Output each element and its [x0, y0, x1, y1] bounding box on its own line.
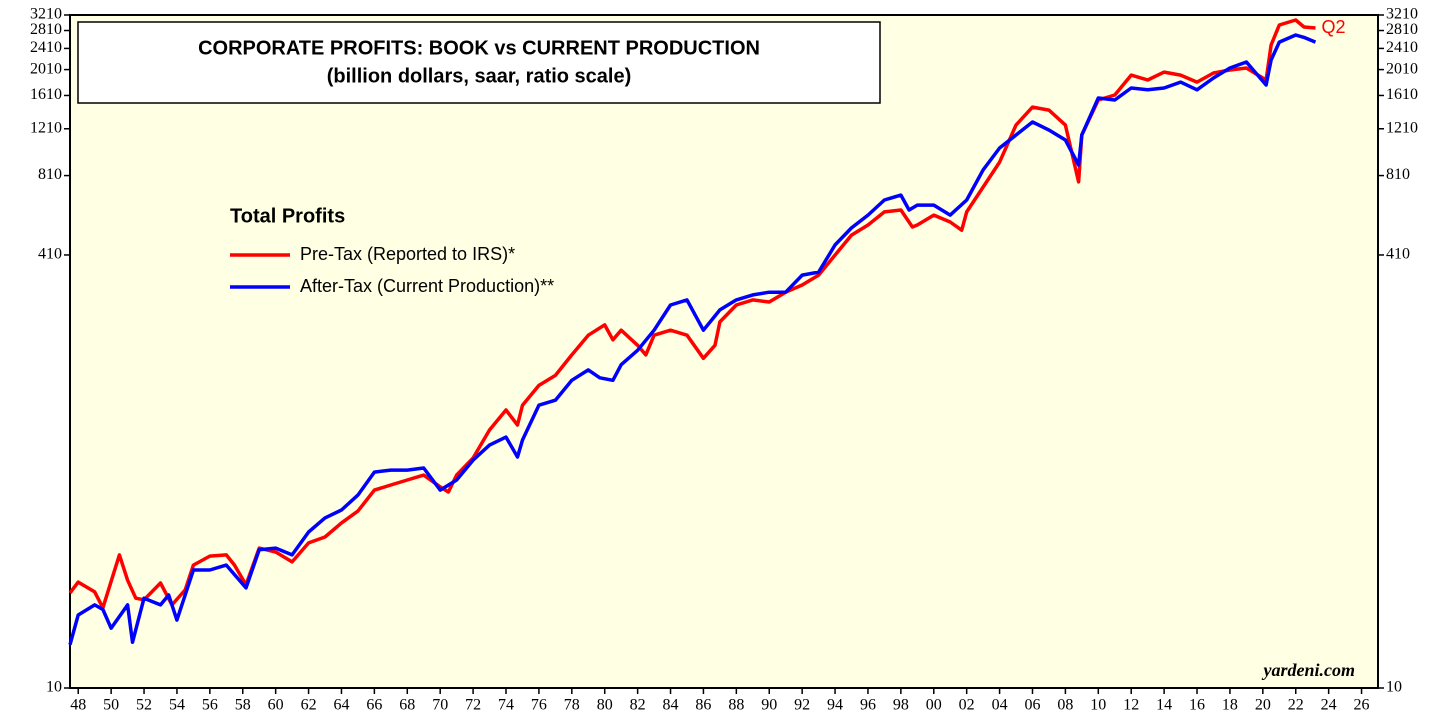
series-line — [68, 33, 1317, 646]
y2-tick-label: 1210 — [1386, 119, 1418, 136]
x-tick-label: 20 — [1255, 697, 1271, 714]
y2-tick-label: 1610 — [1386, 86, 1418, 103]
y2-tick-label: 2810 — [1386, 21, 1418, 38]
x-tick-label: 74 — [498, 697, 514, 714]
x-tick-label: 50 — [103, 697, 119, 714]
x-tick-label: 70 — [432, 697, 448, 714]
legend-title: Total Profits — [230, 205, 345, 227]
x-tick-label: 24 — [1321, 697, 1337, 714]
y2-tick-label: 3210 — [1386, 6, 1418, 23]
y-tick-label: 1210 — [30, 119, 62, 136]
x-tick-label: 64 — [333, 697, 349, 714]
y2-tick-label: 2010 — [1386, 60, 1418, 77]
x-tick-label: 86 — [695, 697, 711, 714]
x-tick-label: 72 — [465, 697, 481, 714]
title-box — [77, 21, 881, 104]
x-tick-label: 94 — [827, 697, 843, 714]
y-tick-label: 410 — [38, 246, 62, 263]
x-tick-label: 78 — [564, 697, 580, 714]
chart-title: CORPORATE PROFITS: BOOK vs CURRENT PRODU… — [198, 37, 760, 59]
x-tick-label: 54 — [169, 697, 185, 714]
y2-tick-label: 2410 — [1386, 39, 1418, 56]
x-tick-label: 02 — [959, 697, 975, 714]
x-tick-label: 56 — [202, 697, 218, 714]
x-tick-label: 88 — [728, 697, 744, 714]
x-tick-label: 18 — [1222, 697, 1238, 714]
x-tick-label: 92 — [794, 697, 810, 714]
y2-tick-label: 810 — [1386, 166, 1410, 183]
x-tick-label: 14 — [1156, 697, 1172, 714]
y-tick-label: 2810 — [30, 21, 62, 38]
x-tick-label: 82 — [630, 697, 646, 714]
y2-tick-label: 410 — [1386, 246, 1410, 263]
x-tick-label: 80 — [597, 697, 613, 714]
source: yardeni.com — [1262, 660, 1356, 680]
chart-subtitle: (billion dollars, saar, ratio scale) — [327, 65, 632, 87]
x-tick-label: 96 — [860, 697, 876, 714]
x-tick-label: 68 — [399, 697, 415, 714]
x-tick-label: 04 — [992, 697, 1008, 714]
x-tick-label: 10 — [1090, 697, 1106, 714]
plot-area — [69, 14, 1379, 689]
x-tick-label: 52 — [136, 697, 152, 714]
y-tick-label: 1610 — [30, 86, 62, 103]
x-tick-label: 62 — [301, 697, 317, 714]
annotation: Q2 — [1321, 17, 1345, 37]
x-tick-label: 06 — [1024, 697, 1040, 714]
y-tick-label: 2010 — [30, 60, 62, 77]
x-tick-label: 22 — [1288, 697, 1304, 714]
legend-label: Pre-Tax (Reported to IRS)* — [300, 244, 515, 264]
x-tick-label: 98 — [893, 697, 909, 714]
x-tick-label: 84 — [663, 697, 679, 714]
y-tick-label: 10 — [46, 679, 62, 696]
y-tick-label: 810 — [38, 166, 62, 183]
y-tick-label: 3210 — [30, 6, 62, 23]
x-tick-label: 48 — [70, 697, 86, 714]
x-tick-label: 76 — [531, 697, 547, 714]
x-tick-label: 08 — [1057, 697, 1073, 714]
y-tick-label: 2410 — [30, 39, 62, 56]
x-tick-label: 66 — [366, 697, 382, 714]
x-tick-label: 00 — [926, 697, 942, 714]
x-tick-label: 58 — [235, 697, 251, 714]
x-tick-label: 26 — [1354, 697, 1370, 714]
x-tick-label: 16 — [1189, 697, 1205, 714]
legend-label: After-Tax (Current Production)** — [300, 276, 554, 296]
x-tick-label: 12 — [1123, 697, 1139, 714]
x-tick-label: 60 — [268, 697, 284, 714]
y2-tick-label: 10 — [1386, 679, 1402, 696]
x-tick-label: 90 — [761, 697, 777, 714]
